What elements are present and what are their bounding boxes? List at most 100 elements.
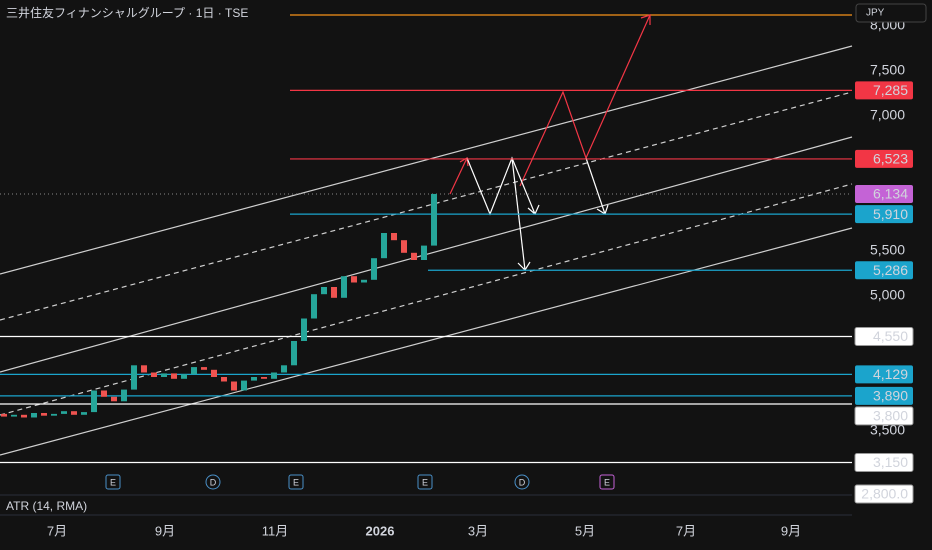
candle [181,374,187,379]
price-label-bg [855,365,913,384]
event-label: E [422,477,428,487]
candle [371,258,377,280]
event-label: D [519,477,526,487]
event-label: E [604,477,610,487]
candle [191,367,197,375]
candle [101,390,107,397]
candle [271,372,277,379]
candle [131,365,137,390]
x-tick-label: 9月 [781,523,801,538]
candle [411,252,417,260]
event-label: E [293,477,299,487]
candle [161,373,167,377]
event-marker [205,474,221,490]
x-tick-label: 7月 [47,523,67,538]
candle [171,373,177,379]
arrow-path [466,156,536,216]
x-tick-label: 11月 [262,523,289,538]
channel-line [0,227,853,456]
candle [241,380,247,391]
price-label: 5,910 [873,206,908,222]
currency-box [855,3,927,23]
candle [281,365,287,373]
x-tick-label: 2026 [366,523,395,538]
event-marker [514,474,530,490]
x-tick-label: 5月 [575,523,595,538]
event-marker [599,474,615,490]
price-label-bg [854,484,914,504]
candle [21,414,27,418]
candle [341,276,347,298]
price-label-bg [854,406,914,426]
y-tick-label: 7,000 [870,107,905,123]
candle [391,233,397,241]
price-label: 6,134 [873,186,908,202]
candle [231,381,237,391]
arrow-head [640,14,651,25]
candle [111,396,117,402]
price-label: 6,523 [873,151,908,167]
x-tick-label: 7月 [676,523,696,538]
price-label: 5,286 [873,262,908,278]
candle [31,412,37,418]
candle [301,318,307,341]
channel-line [0,45,853,275]
event-label: D [210,477,217,487]
event-label: E [110,477,116,487]
candle [261,376,267,379]
price-label-bg [855,261,913,280]
candle [381,233,387,259]
arrow-path [585,157,606,215]
channel-dashed [0,183,853,416]
y-tick-label: 7,500 [870,62,905,78]
price-label: 7,285 [873,82,908,98]
candle [81,412,87,415]
price-label: 2,800.0 [861,486,908,502]
candle [1,413,7,417]
candle [51,413,57,416]
event-marker [105,474,121,490]
candle [221,376,227,382]
candle [11,414,17,417]
candle [201,367,207,370]
arrow-path [449,157,468,195]
price-label: 3,150 [873,454,908,470]
price-label-bg [854,452,914,472]
candle [91,390,97,413]
candle [141,365,147,373]
arrow-path [519,14,651,187]
price-label: 3,890 [873,388,908,404]
candle [121,389,127,402]
y-tick-label: 5,500 [870,242,905,258]
candle [291,340,297,366]
x-tick-label: 3月 [468,523,488,538]
price-label-bg [855,81,913,100]
chart-title: 三井住友フィナンシャルグループ · 1日 · TSE [6,6,248,20]
event-marker [417,474,433,490]
price-label-bg [855,184,913,203]
x-tick-label: 9月 [155,523,175,538]
price-label: 3,800 [873,408,908,424]
currency: JPY [866,8,885,19]
event-marker [288,474,304,490]
price-label: 4,129 [873,366,908,382]
candle [311,294,317,319]
candle [71,411,77,415]
candle [151,372,157,377]
candle [321,286,327,295]
candle [431,193,437,246]
candle [401,240,407,253]
candle [351,276,357,283]
candle [251,376,257,381]
price-label-bg [855,205,913,224]
indicator-label: ATR (14, RMA) [6,499,87,513]
channel-dashed [0,91,853,321]
price-label-bg [855,149,913,168]
price-label: 4,550 [873,328,908,344]
candle [211,369,217,377]
price-label-bg [855,386,913,405]
candle [421,245,427,260]
